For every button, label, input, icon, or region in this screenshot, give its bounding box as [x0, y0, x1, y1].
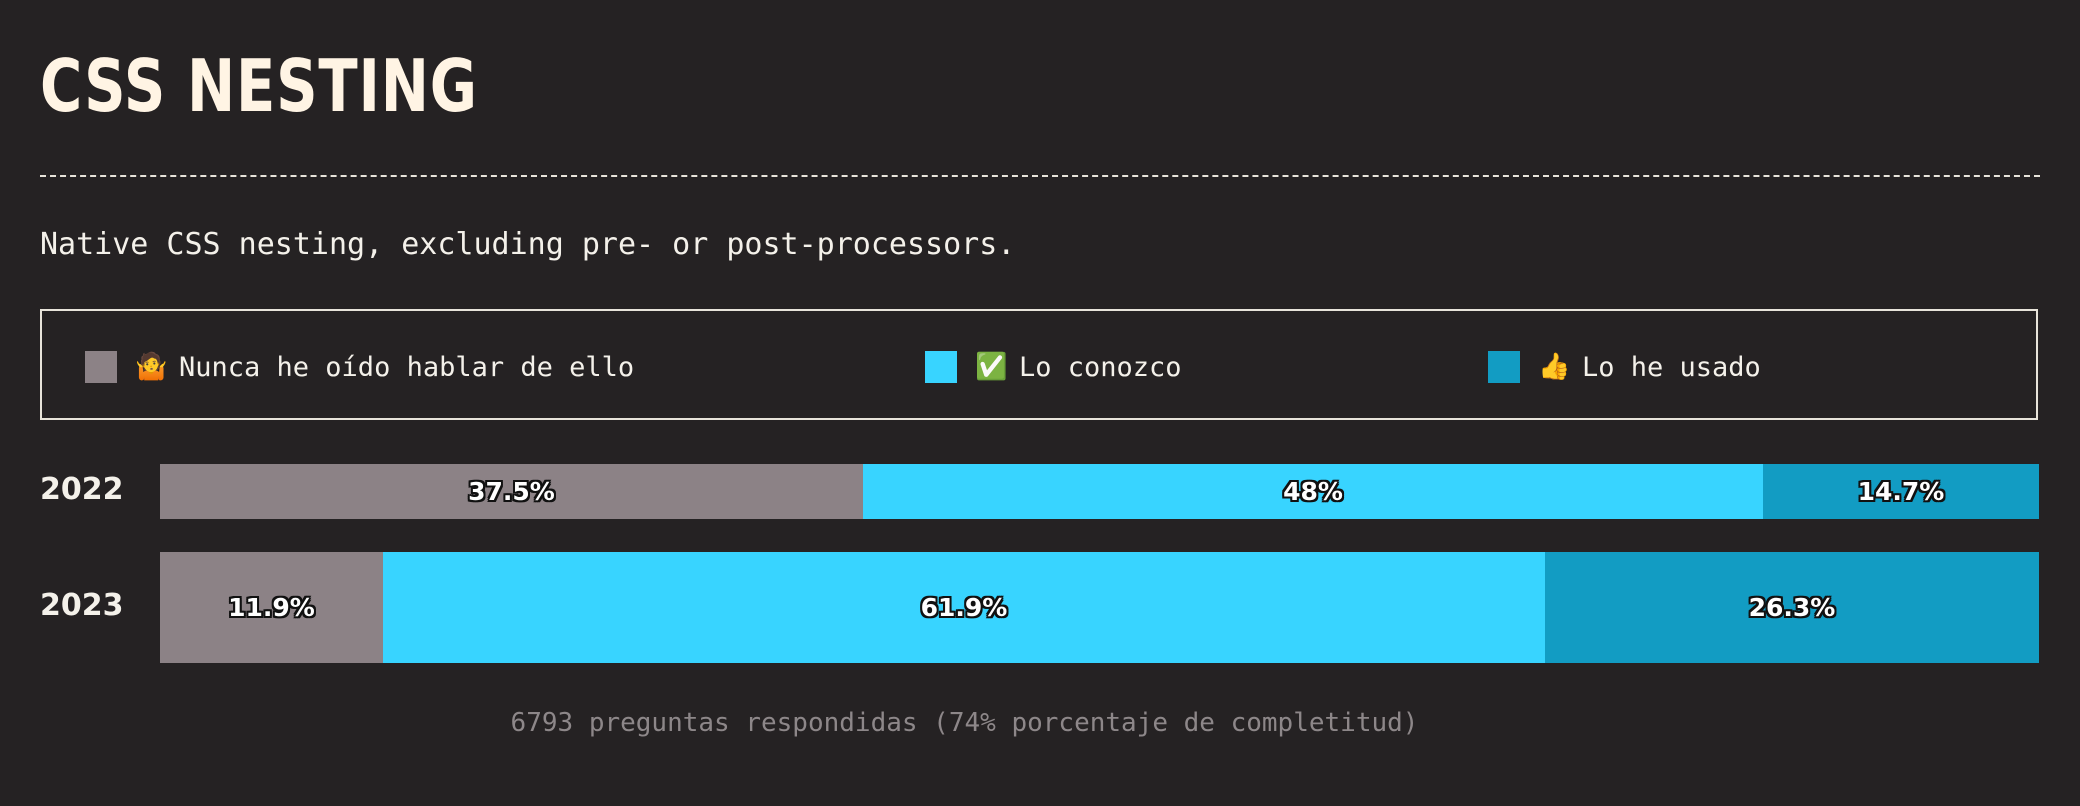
page-title: CSS NESTING [40, 44, 478, 128]
bar-value-label: 61.9% [920, 593, 1008, 622]
legend-label: Lo conozco [1019, 351, 1182, 383]
chart-description: Native CSS nesting, excluding pre- or po… [40, 227, 1016, 262]
legend-label: Lo he usado [1582, 351, 1761, 383]
bar-segment-2023-know-it[interactable]: 61.9% [383, 552, 1545, 663]
bar-segment-2022-used-it[interactable]: 14.7% [1763, 464, 2039, 519]
legend-swatch [925, 351, 957, 383]
legend-swatch [1488, 351, 1520, 383]
chart-legend: 🤷 Nunca he oído hablar de ello ✅ Lo cono… [40, 309, 2038, 420]
legend-swatch [85, 351, 117, 383]
bar-segment-2022-never-heard[interactable]: 37.5% [160, 464, 863, 519]
bar-segment-2023-never-heard[interactable]: 11.9% [160, 552, 383, 663]
bar-segment-2023-used-it[interactable]: 26.3% [1545, 552, 2039, 663]
legend-label: Nunca he oído hablar de ello [179, 351, 635, 383]
row-label-2023: 2023 [40, 588, 124, 623]
stacked-bar-2023: 11.9% 61.9% 26.3% [160, 552, 2039, 663]
bar-value-label: 37.5% [468, 477, 555, 506]
legend-item-used-it[interactable]: 👍 Lo he usado [1488, 351, 1761, 383]
legend-item-never-heard[interactable]: 🤷 Nunca he oído hablar de ello [85, 351, 634, 383]
bar-value-label: 26.3% [1748, 593, 1836, 622]
bar-segment-2022-know-it[interactable]: 48% [863, 464, 1763, 519]
stacked-bar-2022: 37.5% 48% 14.7% [160, 464, 2039, 519]
shrug-emoji-icon: 🤷 [135, 352, 168, 382]
bar-value-label: 48% [1283, 477, 1343, 506]
row-label-2022: 2022 [40, 472, 124, 507]
check-mark-emoji-icon: ✅ [975, 352, 1008, 382]
bar-value-label: 11.9% [228, 593, 315, 622]
responses-footnote: 6793 preguntas respondidas (74% porcenta… [510, 708, 1419, 738]
dashed-divider [40, 175, 2040, 177]
legend-item-know-it[interactable]: ✅ Lo conozco [925, 351, 1182, 383]
thumbs-up-emoji-icon: 👍 [1538, 352, 1571, 382]
bar-value-label: 14.7% [1857, 477, 1945, 506]
